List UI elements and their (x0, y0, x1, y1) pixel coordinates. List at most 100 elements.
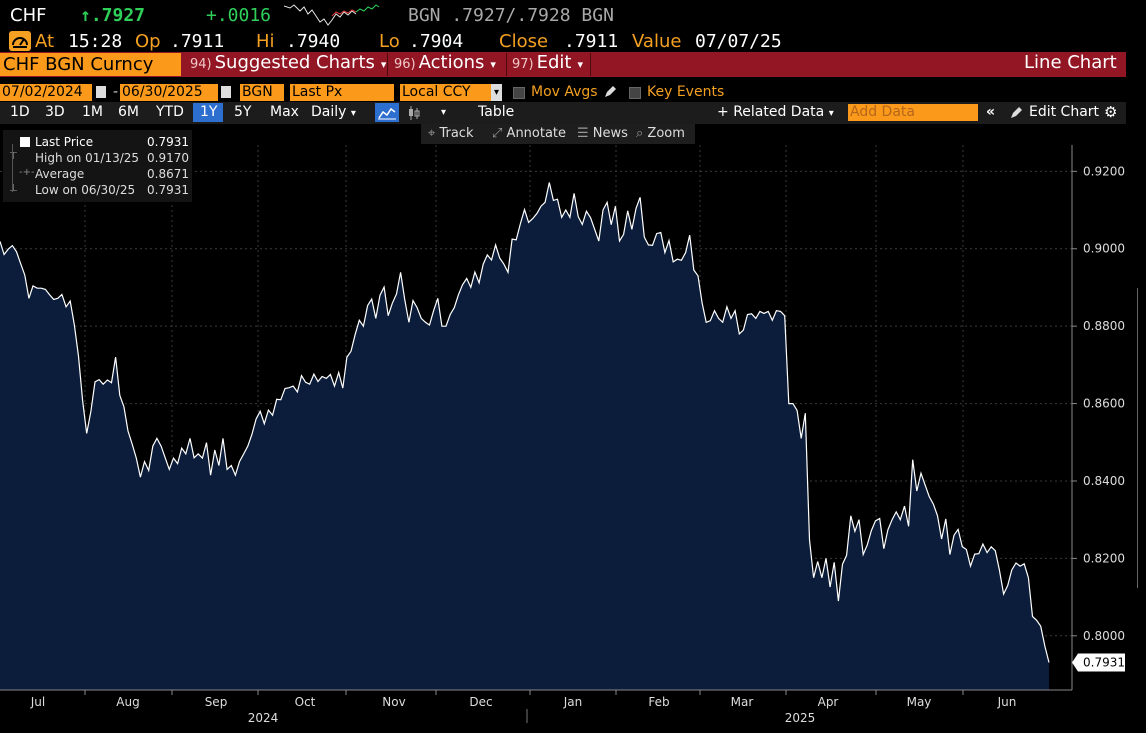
menu-divider (590, 53, 591, 76)
chevron-down-icon[interactable]: ▾ (441, 107, 447, 118)
period-button-3d[interactable]: 3D (45, 104, 65, 120)
low-label: Lo (379, 31, 400, 52)
chart-legend[interactable]: Last Price 0.7931 ⊤ High on 01/13/25 0.9… (3, 130, 192, 202)
x-axis: Jul Aug Sep Oct Nov Dec Jan Feb Mar Apr May Jun 2024… (0, 689, 1072, 725)
price-line (0, 182, 1050, 663)
x-tick-label: May (907, 695, 932, 709)
mov-avgs-checkbox[interactable] (513, 87, 525, 99)
chevron-down-icon: ▾ (490, 58, 496, 71)
average-marker-icon: -+- (19, 167, 35, 178)
collapse-icon[interactable]: « (986, 104, 996, 120)
x-tick-label: Sep (205, 695, 228, 709)
legend-bracket (12, 144, 13, 192)
security-field[interactable]: CHF BGN Curncy (0, 53, 181, 76)
pencil-icon[interactable] (604, 86, 616, 98)
high-label: Hi (256, 31, 275, 52)
y-tick-label: 0.8400 (1083, 474, 1125, 488)
y-tick-label: 0.8000 (1083, 629, 1125, 643)
year-label: 2025 (785, 711, 816, 725)
magnifier-icon: ⌕ (636, 126, 644, 141)
zoom-tool[interactable]: ⌕ Zoom (636, 126, 685, 141)
high-marker-icon: ⊤ (9, 151, 18, 162)
x-tick-label: Jan (563, 695, 583, 709)
legend-low-label: Low on 06/30/25 (35, 183, 136, 197)
last-price: ↑.7927 (80, 5, 146, 26)
value-date: 07/07/25 (695, 31, 782, 52)
open-label: Op (135, 31, 161, 52)
sparkline-icon (284, 4, 380, 26)
x-tick-label: Jun (997, 695, 1017, 709)
track-tool[interactable]: ⌖ Track (428, 126, 474, 141)
period-button-ytd[interactable]: YTD (156, 104, 184, 120)
crosshair-icon: ⌖ (428, 126, 436, 141)
period-button-6m[interactable]: 6M (118, 104, 139, 120)
legend-last-price-label: Last Price (35, 135, 94, 149)
period-button-1d[interactable]: 1D (10, 104, 30, 120)
calendar-icon[interactable] (96, 86, 106, 98)
period-button-1y[interactable]: 1Y (200, 104, 218, 120)
calendar-icon[interactable] (221, 86, 231, 98)
x-tick-label: Feb (648, 695, 669, 709)
legend-high-label: High on 01/13/25 (35, 151, 140, 165)
edit-chart-button[interactable]: Edit Chart (1029, 104, 1100, 120)
bid-ask-quote: BGN .7927/.7928 BGN (408, 5, 614, 26)
edit-menu[interactable]: 97) Edit ▾ (512, 52, 584, 73)
low-marker-icon: ⊥ (9, 183, 18, 194)
chart-tools-bar (421, 124, 695, 144)
source-input[interactable]: BGN (240, 84, 284, 101)
add-data-input[interactable]: Add Data (848, 104, 978, 121)
price-change: +.0016 (206, 5, 272, 26)
candlestick-icon[interactable] (407, 105, 421, 121)
last-value-text: 0.7931 (1083, 656, 1125, 670)
close-label: Close (499, 31, 549, 52)
gear-icon[interactable]: ⚙ (1104, 103, 1118, 121)
annotate-tool[interactable]: ⤢ Annotate (492, 126, 567, 141)
y-tick-label: 0.8200 (1083, 551, 1125, 565)
actions-menu[interactable]: 96) Actions ▾ (394, 52, 496, 73)
quote-header: CHF ↑.7927 +.0016 BGN .7927/.7928 BGN (0, 0, 1146, 30)
news-tool[interactable]: ☰ News (577, 126, 628, 141)
related-data-button[interactable]: + Related Data ▾ (717, 104, 834, 120)
start-date-input[interactable]: 07/02/2024 (0, 84, 92, 101)
pencil-icon (1011, 107, 1022, 118)
currency-select[interactable]: Local CCY (400, 84, 491, 101)
line-chart-icon[interactable] (378, 106, 396, 120)
legend-last-price-value: 0.7931 (147, 135, 189, 149)
gauge-icon[interactable] (9, 31, 31, 51)
quote-detail-row: At 15:28 Op .7911 Hi .7940 Lo .7904 Clos… (0, 30, 1146, 52)
line-chart-mode-highlight (375, 103, 399, 122)
menu-bar (0, 52, 1126, 77)
date-range-separator: - (113, 84, 119, 100)
frequency-select[interactable]: Daily ▾ (311, 104, 356, 120)
end-date-input[interactable]: 06/30/2025 (120, 84, 218, 101)
x-tick-label: Mar (731, 695, 754, 709)
last-value-label: 0.7931 (1072, 653, 1125, 672)
suggested-charts-menu[interactable]: 94) Suggested Charts ▾ (190, 52, 387, 73)
chevron-down-icon[interactable]: ▾ (491, 84, 502, 101)
scrollbar-track[interactable] (1137, 288, 1144, 588)
period-button-5y[interactable]: 5Y (234, 104, 252, 120)
period-button-max[interactable]: Max (270, 104, 299, 120)
x-tick-label: Oct (295, 695, 316, 709)
key-events-label[interactable]: Key Events (647, 84, 725, 100)
chevron-down-icon: ▾ (577, 58, 584, 71)
chevron-down-icon: ▾ (828, 108, 834, 119)
mov-avgs-label[interactable]: Mov Avgs (531, 84, 598, 100)
news-icon: ☰ (577, 126, 589, 141)
key-events-checkbox[interactable] (629, 87, 641, 99)
legend-low-value: 0.7931 (147, 183, 189, 197)
open-value: .7911 (170, 31, 225, 52)
field-input[interactable]: Last Px (290, 84, 394, 101)
selected-period-highlight (193, 103, 223, 122)
chevron-down-icon: ▾ (350, 108, 356, 119)
x-tick-label: Aug (116, 695, 139, 709)
legend-high-value: 0.9170 (147, 151, 189, 165)
period-button-1m[interactable]: 1M (82, 104, 103, 120)
annotate-icon: ⤢ (492, 126, 503, 141)
table-button[interactable]: Table (478, 104, 515, 120)
value-label: Value (632, 31, 682, 52)
right-scrollbar[interactable] (1134, 78, 1146, 733)
menu-divider (506, 53, 507, 76)
series-color-swatch (20, 137, 30, 147)
